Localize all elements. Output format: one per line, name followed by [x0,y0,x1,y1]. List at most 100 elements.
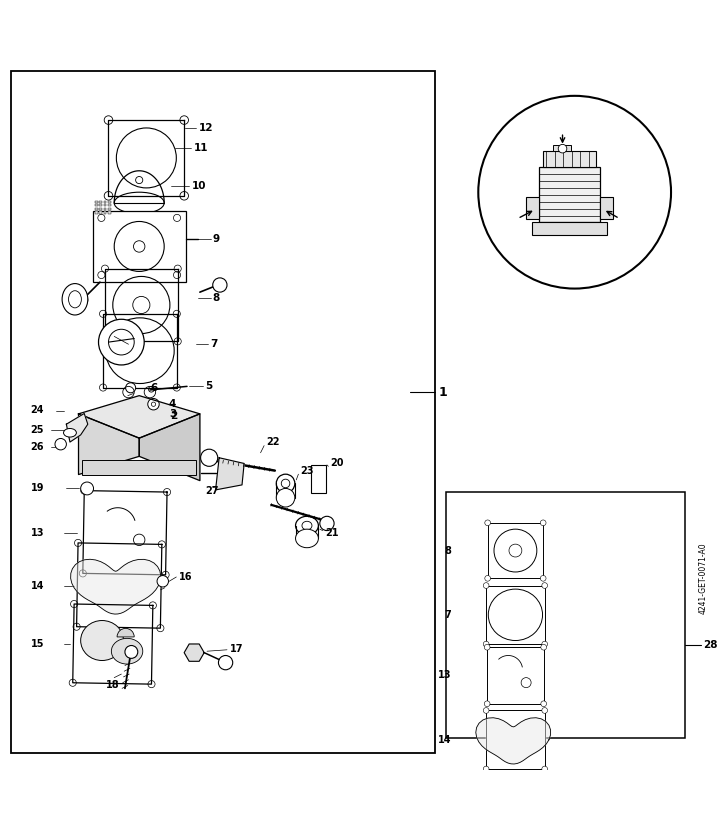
Bar [99,212,102,213]
Polygon shape [487,648,544,704]
Text: 14: 14 [31,581,44,590]
Bar [104,204,107,207]
Circle shape [151,402,156,406]
Text: 9: 9 [212,234,220,244]
Circle shape [126,383,135,393]
Polygon shape [109,120,184,196]
Polygon shape [215,458,244,490]
Text: 19: 19 [31,484,44,494]
Text: 6: 6 [150,383,157,393]
Ellipse shape [276,474,294,493]
Text: 3: 3 [169,409,176,419]
Polygon shape [66,414,88,442]
Ellipse shape [295,516,318,535]
Circle shape [483,641,489,647]
Polygon shape [73,604,153,684]
Bar [99,201,102,203]
Bar [310,465,326,494]
Polygon shape [139,414,200,480]
Circle shape [485,701,490,706]
Bar [95,208,98,210]
Ellipse shape [488,589,543,640]
Text: 25: 25 [31,425,44,435]
Ellipse shape [320,516,334,531]
Text: 18: 18 [106,680,120,690]
Text: 27: 27 [206,486,219,496]
Bar [95,212,98,213]
Ellipse shape [62,284,88,315]
Text: 13: 13 [438,671,451,681]
Circle shape [509,544,522,557]
Ellipse shape [112,638,143,664]
Circle shape [542,641,547,647]
Bar [108,204,111,207]
Ellipse shape [282,479,290,488]
Bar [539,166,600,222]
Bar [11,71,436,753]
Bar [104,208,107,210]
Ellipse shape [302,521,312,530]
Circle shape [483,766,489,772]
Text: 4: 4 [168,399,176,409]
Ellipse shape [295,529,318,547]
Text: 21: 21 [325,528,338,538]
Bar [82,461,197,475]
Bar [108,212,111,213]
Text: 13: 13 [31,528,44,538]
Polygon shape [83,490,167,575]
Ellipse shape [218,656,233,670]
Circle shape [558,145,567,153]
Bar [532,222,607,235]
Polygon shape [486,586,545,644]
Polygon shape [105,269,178,342]
Text: 23: 23 [300,466,313,476]
Circle shape [485,576,490,581]
Text: 15: 15 [31,639,44,649]
Text: 28: 28 [703,640,718,650]
Ellipse shape [81,620,124,661]
Bar [99,204,102,207]
Polygon shape [78,414,139,475]
Text: 26: 26 [31,442,44,452]
Circle shape [483,583,489,588]
Circle shape [125,646,138,658]
Ellipse shape [212,278,227,292]
Circle shape [521,677,531,687]
Bar [108,201,111,203]
Wedge shape [117,629,134,637]
Circle shape [540,520,546,526]
Bar [526,197,539,218]
Bar [543,151,596,166]
Circle shape [148,399,159,410]
Text: 12: 12 [199,123,213,133]
Text: 2: 2 [171,411,178,421]
Text: 5: 5 [206,380,213,390]
Text: 1: 1 [438,385,447,399]
Circle shape [542,766,547,772]
Ellipse shape [63,428,76,437]
Ellipse shape [109,329,134,355]
Bar [553,145,571,151]
Text: 4241-GET-0071-A0: 4241-GET-0071-A0 [698,542,708,614]
Circle shape [541,701,546,706]
Circle shape [542,708,547,714]
Text: 11: 11 [194,143,208,153]
Circle shape [478,96,671,289]
Circle shape [542,583,547,588]
Circle shape [485,520,490,526]
Text: 24: 24 [31,405,44,415]
Polygon shape [78,395,200,438]
Bar [93,211,186,282]
Circle shape [81,482,94,495]
Polygon shape [476,718,551,764]
Text: 22: 22 [266,437,280,447]
Circle shape [485,644,490,650]
Bar [446,492,685,739]
Circle shape [541,644,546,650]
Ellipse shape [201,449,217,466]
Text: 16: 16 [179,572,192,582]
Polygon shape [184,644,204,662]
Polygon shape [486,710,545,769]
Polygon shape [71,559,161,614]
Ellipse shape [68,291,81,308]
